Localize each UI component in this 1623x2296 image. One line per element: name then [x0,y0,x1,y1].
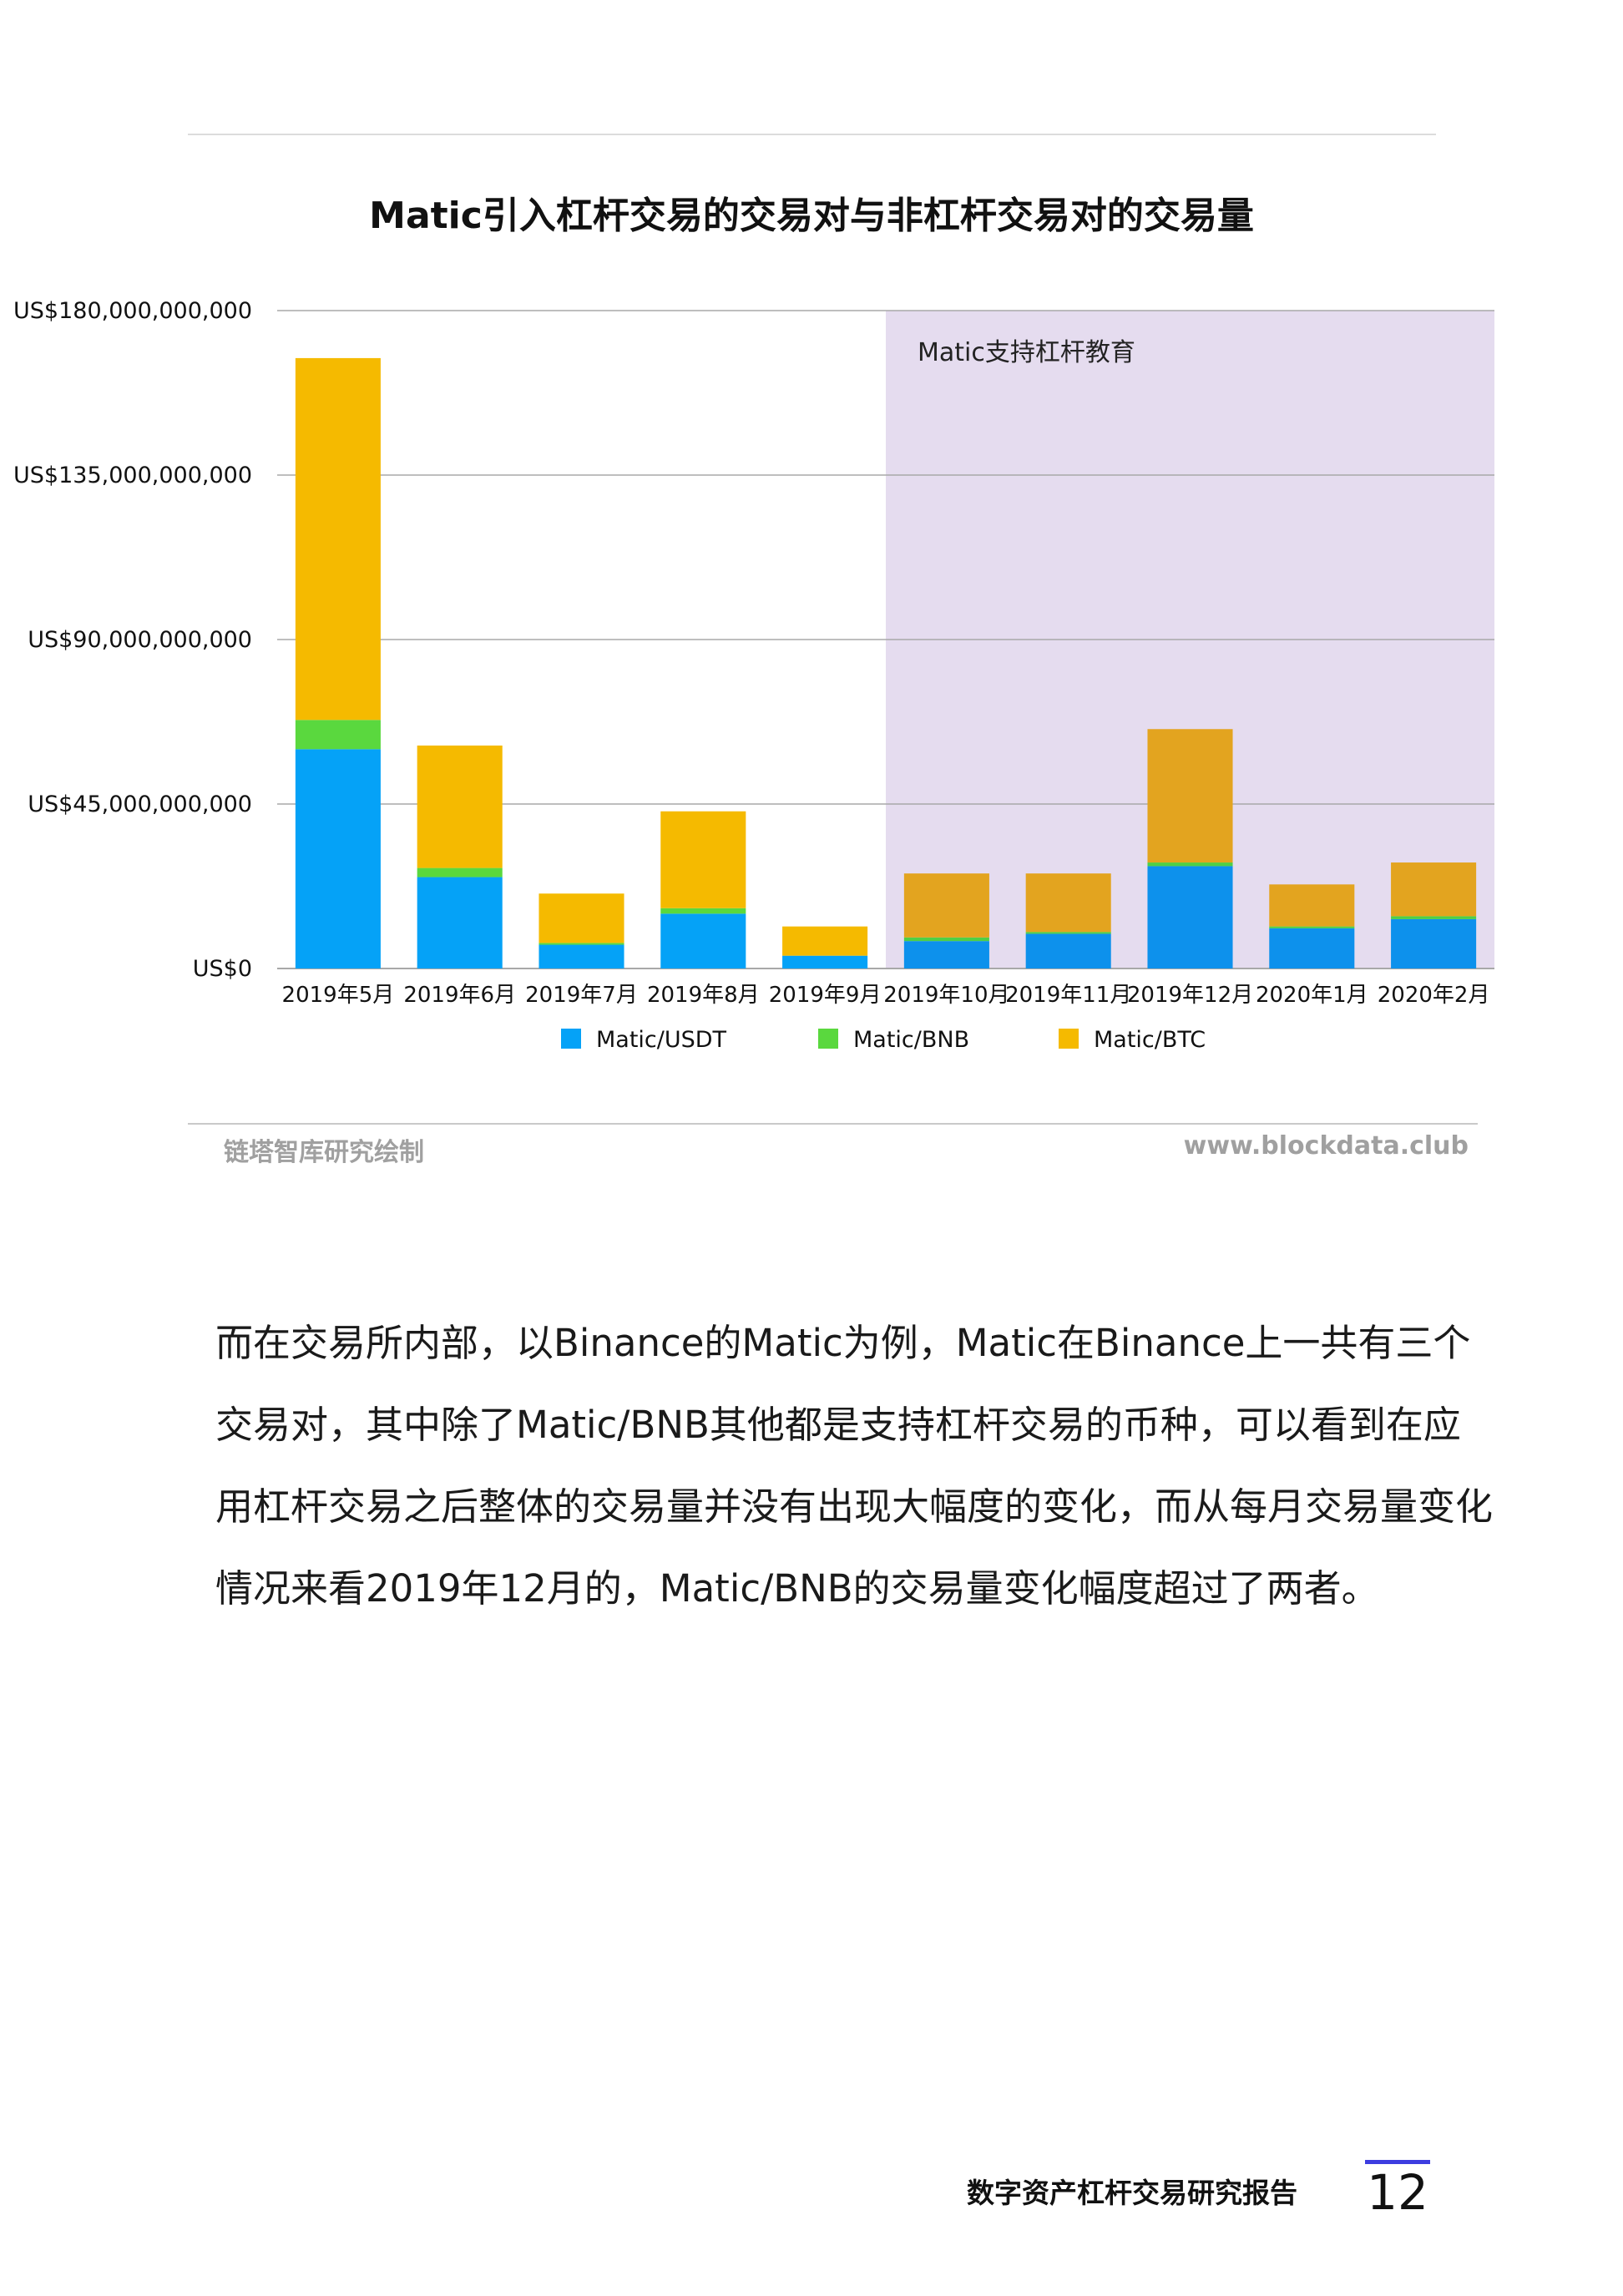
bar-matic-usdt [1025,933,1111,968]
bar-matic-usdt [782,955,868,968]
bar-matic-usdt [660,913,746,968]
bar-matic-btc [1269,884,1355,927]
top-divider [188,134,1436,135]
bar-matic-btc [782,926,868,956]
x-tick-label: 2020年2月 [1378,983,1490,1008]
bar-matic-btc [295,357,381,721]
y-tick-label: US$45,000,000,000 [28,791,252,817]
legend-label: Matic/BNB [853,1027,969,1053]
legend-label: Matic/USDT [596,1027,727,1053]
bar-matic-bnb [417,867,503,877]
x-tick-label: 2019年5月 [282,983,395,1008]
y-tick-label: US$180,000,000,000 [13,298,252,324]
y-tick-label: US$90,000,000,000 [28,627,252,653]
bar-matic-bnb [295,720,381,750]
bar-matic-btc [903,873,989,938]
bar-matic-btc [1391,862,1477,917]
bar-matic-btc [538,893,624,943]
page-number: 12 [1367,2164,1428,2221]
bar-matic-bnb [903,937,989,942]
bar-matic-usdt [538,944,624,968]
x-tick-label: 2019年7月 [525,983,638,1008]
body-paragraph: 而在交易所内部，以Binance的Matic为例，Matic在Binance上一… [215,1321,1494,1611]
chart-credit: 链塔智库研究绘制 [224,1138,424,1167]
bar-matic-btc [1147,729,1233,863]
website-link[interactable]: www.blockdata.club [1183,1131,1469,1161]
bar-matic-usdt [295,749,381,968]
legend-swatch [818,1029,838,1049]
bar-matic-btc [417,745,503,868]
page-number-accent [1365,2160,1430,2164]
x-tick-label: 2019年11月 [1005,983,1131,1008]
bar-matic-bnb [1391,916,1477,919]
bar-matic-btc [1025,873,1111,933]
y-tick-label: US$135,000,000,000 [13,463,252,488]
x-tick-label: 2019年10月 [883,983,1009,1008]
bar-matic-usdt [903,941,989,968]
bar-matic-usdt [417,877,503,968]
legend-label: Matic/BTC [1094,1027,1206,1053]
bar-matic-bnb [1147,862,1233,867]
legend-swatch [561,1029,581,1049]
legend-swatch [1059,1029,1079,1049]
x-tick-label: 2020年1月 [1256,983,1368,1008]
bar-matic-usdt [1269,928,1355,968]
chart-title: Matic引入杠杆交易的交易对与非杠杆交易对的交易量 [369,195,1254,237]
report-title: 数字资产杠杆交易研究报告 [967,2177,1297,2209]
bar-matic-bnb [538,943,624,945]
chart-bottom-divider [188,1123,1478,1125]
bar-matic-bnb [1025,932,1111,934]
x-tick-label: 2019年12月 [1127,983,1253,1008]
x-tick-label: 2019年9月 [769,983,882,1008]
bar-matic-usdt [1147,866,1233,968]
x-tick-label: 2019年8月 [647,983,760,1008]
bar-matic-bnb [1269,926,1355,928]
x-tick-label: 2019年6月 [403,983,516,1008]
shaded-region-label: Matic支持杠杆教育 [918,338,1135,367]
stacked-bar-chart: Matic支持杠杆教育 US$0 US$45,000,000,000 US$90,00… [13,298,1494,1053]
bar-matic-btc [660,811,746,908]
y-tick-label: US$0 [193,956,252,982]
bar-matic-usdt [1391,918,1477,968]
bar-matic-bnb [660,908,746,914]
